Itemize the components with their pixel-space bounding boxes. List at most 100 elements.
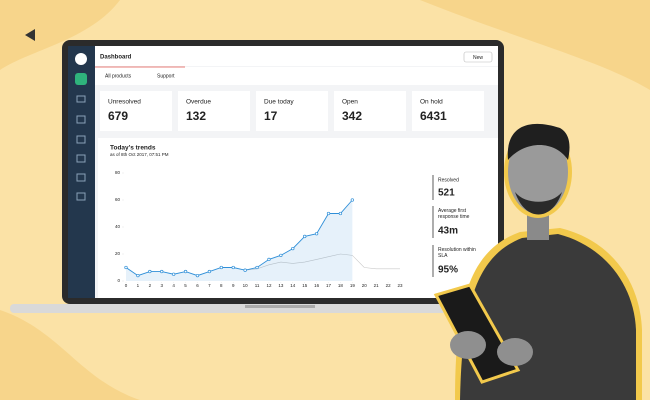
nav-icon[interactable] — [76, 173, 86, 182]
x-tick-label: 21 — [374, 283, 380, 288]
person-hair — [507, 123, 570, 160]
nav-icon[interactable] — [76, 192, 86, 201]
point — [172, 272, 176, 276]
stat-label: Resolved — [438, 177, 459, 183]
area — [126, 200, 353, 281]
x-tick-label: 16 — [314, 283, 320, 288]
point — [231, 265, 235, 270]
y-tick-label: 40 — [115, 224, 121, 229]
card-value: 679 — [108, 109, 128, 123]
new-button[interactable] — [463, 51, 493, 63]
person-beard — [515, 192, 562, 215]
person-hand — [450, 331, 486, 359]
point — [291, 246, 295, 251]
point — [148, 269, 152, 274]
point — [136, 273, 140, 278]
card-value: 342 — [342, 109, 362, 123]
y-tick-label: 0 — [117, 278, 120, 283]
stat-value: 521 — [438, 188, 455, 199]
card-label: Unresolved — [108, 99, 141, 106]
x-tick-label: 23 — [397, 283, 403, 288]
point — [255, 265, 259, 270]
topbar — [95, 46, 498, 66]
stat-card — [178, 91, 250, 131]
card-value: 17 — [264, 109, 278, 123]
stat-label: Resolution within SLA — [438, 247, 476, 259]
y-tick-label: 60 — [115, 197, 121, 202]
x-tick-label: 3 — [160, 283, 163, 288]
point — [207, 269, 212, 274]
nav-icon[interactable] — [76, 154, 86, 163]
x-tick-label: 10 — [243, 283, 249, 288]
laptop-notch — [245, 305, 315, 308]
point — [303, 234, 307, 239]
new-button-label: New — [473, 55, 483, 61]
x-tick-label: 14 — [290, 283, 296, 288]
point — [279, 253, 283, 258]
person-hand — [497, 338, 533, 366]
point — [195, 273, 200, 278]
card-label: Open — [342, 99, 358, 106]
card-label: Overdue — [186, 99, 211, 106]
nav-icon[interactable] — [75, 73, 87, 85]
x-tick-label: 12 — [266, 283, 272, 288]
person-face — [508, 130, 568, 214]
x-tick-label: 13 — [278, 283, 284, 288]
sidebar — [68, 46, 95, 298]
point — [219, 265, 223, 270]
x-tick-label: 15 — [302, 283, 308, 288]
filter-bar — [95, 67, 498, 85]
page-title: Dashboard — [100, 55, 132, 61]
x-tick-label: 8 — [220, 283, 223, 288]
y-tick-label: 20 — [115, 251, 121, 256]
point — [338, 211, 343, 216]
line — [125, 199, 353, 277]
filter[interactable]: All products — [105, 73, 132, 79]
point — [267, 257, 271, 262]
x-tick-label: 22 — [386, 283, 392, 288]
nav-icon[interactable] — [76, 95, 86, 103]
nav-icon[interactable] — [76, 115, 86, 124]
stat-card — [256, 91, 328, 131]
point — [160, 269, 164, 274]
x-tick-label: 11 — [255, 283, 260, 288]
x-tick-label: 4 — [172, 283, 175, 288]
point — [350, 198, 354, 202]
x-tick-label: 0 — [125, 283, 128, 288]
stat-value: 43m — [438, 226, 458, 237]
x-tick-label: 2 — [149, 283, 152, 288]
line — [245, 253, 400, 271]
x-tick-label: 18 — [338, 283, 344, 288]
stat-card — [334, 91, 406, 131]
x-tick-label: 9 — [232, 283, 235, 288]
laptop-base — [10, 304, 550, 313]
chart-subtitle: as of 8th Oct 2017, 07:51 PM — [110, 152, 169, 157]
arrow-icon[interactable] — [25, 29, 35, 41]
point — [124, 265, 128, 270]
x-tick-label: 17 — [326, 283, 332, 288]
card-value: 6431 — [420, 109, 447, 123]
wave — [420, 0, 650, 90]
wave — [0, 0, 120, 70]
stat-value: 95% — [438, 265, 458, 276]
x-tick-label: 20 — [362, 283, 368, 288]
stat-label: Average first response time — [438, 208, 470, 220]
card-label: Due today — [264, 99, 294, 106]
x-tick-label: 6 — [196, 283, 199, 288]
point — [326, 211, 331, 216]
filter[interactable]: Support — [157, 73, 175, 79]
stat-card — [100, 91, 172, 131]
x-tick-label: 7 — [208, 283, 211, 288]
point — [314, 232, 319, 236]
logo — [75, 53, 87, 65]
chart-title: Today's trends — [110, 145, 156, 152]
card-label: On hold — [420, 99, 443, 106]
point — [243, 268, 247, 272]
stat-card — [412, 91, 484, 131]
x-tick-label: 5 — [184, 283, 187, 288]
point — [183, 269, 188, 274]
nav-icon[interactable] — [76, 135, 86, 144]
x-tick-label: 1 — [137, 283, 140, 288]
x-tick-label: 19 — [350, 283, 356, 288]
